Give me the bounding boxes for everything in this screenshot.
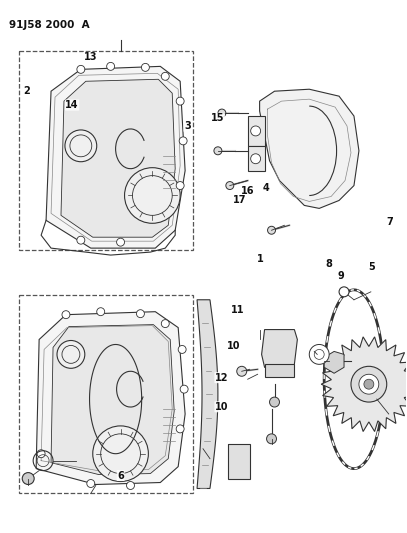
Polygon shape xyxy=(265,365,294,377)
Circle shape xyxy=(180,385,188,393)
Circle shape xyxy=(97,308,105,316)
Circle shape xyxy=(65,130,97,161)
Circle shape xyxy=(218,109,226,117)
Text: 5: 5 xyxy=(368,262,374,271)
Text: 14: 14 xyxy=(66,100,79,110)
Text: 16: 16 xyxy=(241,186,255,196)
Text: 15: 15 xyxy=(211,114,224,123)
Circle shape xyxy=(161,72,169,80)
Text: 6: 6 xyxy=(117,471,124,481)
Text: 9: 9 xyxy=(337,271,344,281)
Circle shape xyxy=(161,320,169,328)
Polygon shape xyxy=(324,351,344,373)
Circle shape xyxy=(267,434,276,444)
Circle shape xyxy=(77,236,85,244)
Text: 11: 11 xyxy=(231,305,245,315)
Circle shape xyxy=(136,310,144,318)
Text: 3: 3 xyxy=(184,121,191,131)
Circle shape xyxy=(107,62,115,70)
Bar xyxy=(19,52,193,250)
Polygon shape xyxy=(51,325,174,474)
Text: 2: 2 xyxy=(24,86,30,96)
Polygon shape xyxy=(262,329,298,372)
Circle shape xyxy=(22,473,34,484)
Polygon shape xyxy=(36,312,185,484)
Polygon shape xyxy=(197,300,218,488)
Text: 12: 12 xyxy=(215,373,228,383)
Circle shape xyxy=(125,168,180,223)
Polygon shape xyxy=(248,146,265,171)
Text: 17: 17 xyxy=(233,195,247,205)
Circle shape xyxy=(214,147,222,155)
Circle shape xyxy=(269,397,280,407)
Text: 4: 4 xyxy=(263,183,269,193)
Polygon shape xyxy=(260,89,359,208)
Polygon shape xyxy=(248,116,265,146)
Circle shape xyxy=(176,425,184,433)
Circle shape xyxy=(339,287,349,297)
Circle shape xyxy=(176,97,184,105)
Text: 7: 7 xyxy=(386,216,393,227)
Text: 10: 10 xyxy=(215,402,228,412)
Circle shape xyxy=(141,63,149,71)
Polygon shape xyxy=(321,337,407,432)
Text: 91J58 2000  A: 91J58 2000 A xyxy=(9,20,90,30)
Circle shape xyxy=(226,182,234,190)
Circle shape xyxy=(359,374,379,394)
Circle shape xyxy=(267,227,276,234)
Circle shape xyxy=(37,450,45,458)
Circle shape xyxy=(309,344,329,365)
Circle shape xyxy=(93,426,149,481)
Text: 10: 10 xyxy=(227,341,241,351)
Circle shape xyxy=(364,379,374,389)
Circle shape xyxy=(251,126,260,136)
Circle shape xyxy=(251,154,260,164)
Circle shape xyxy=(116,238,125,246)
Text: 13: 13 xyxy=(83,52,97,62)
Bar xyxy=(228,444,249,479)
Polygon shape xyxy=(61,79,175,237)
Circle shape xyxy=(77,66,85,74)
Circle shape xyxy=(178,345,186,353)
Circle shape xyxy=(62,311,70,319)
Circle shape xyxy=(179,137,187,145)
Text: 1: 1 xyxy=(257,254,263,263)
Text: 8: 8 xyxy=(325,259,332,269)
Circle shape xyxy=(87,480,95,488)
Bar xyxy=(19,295,193,494)
Circle shape xyxy=(237,366,247,376)
Polygon shape xyxy=(46,67,185,248)
Circle shape xyxy=(57,341,85,368)
Circle shape xyxy=(176,182,184,190)
Circle shape xyxy=(351,366,387,402)
Circle shape xyxy=(127,481,134,489)
